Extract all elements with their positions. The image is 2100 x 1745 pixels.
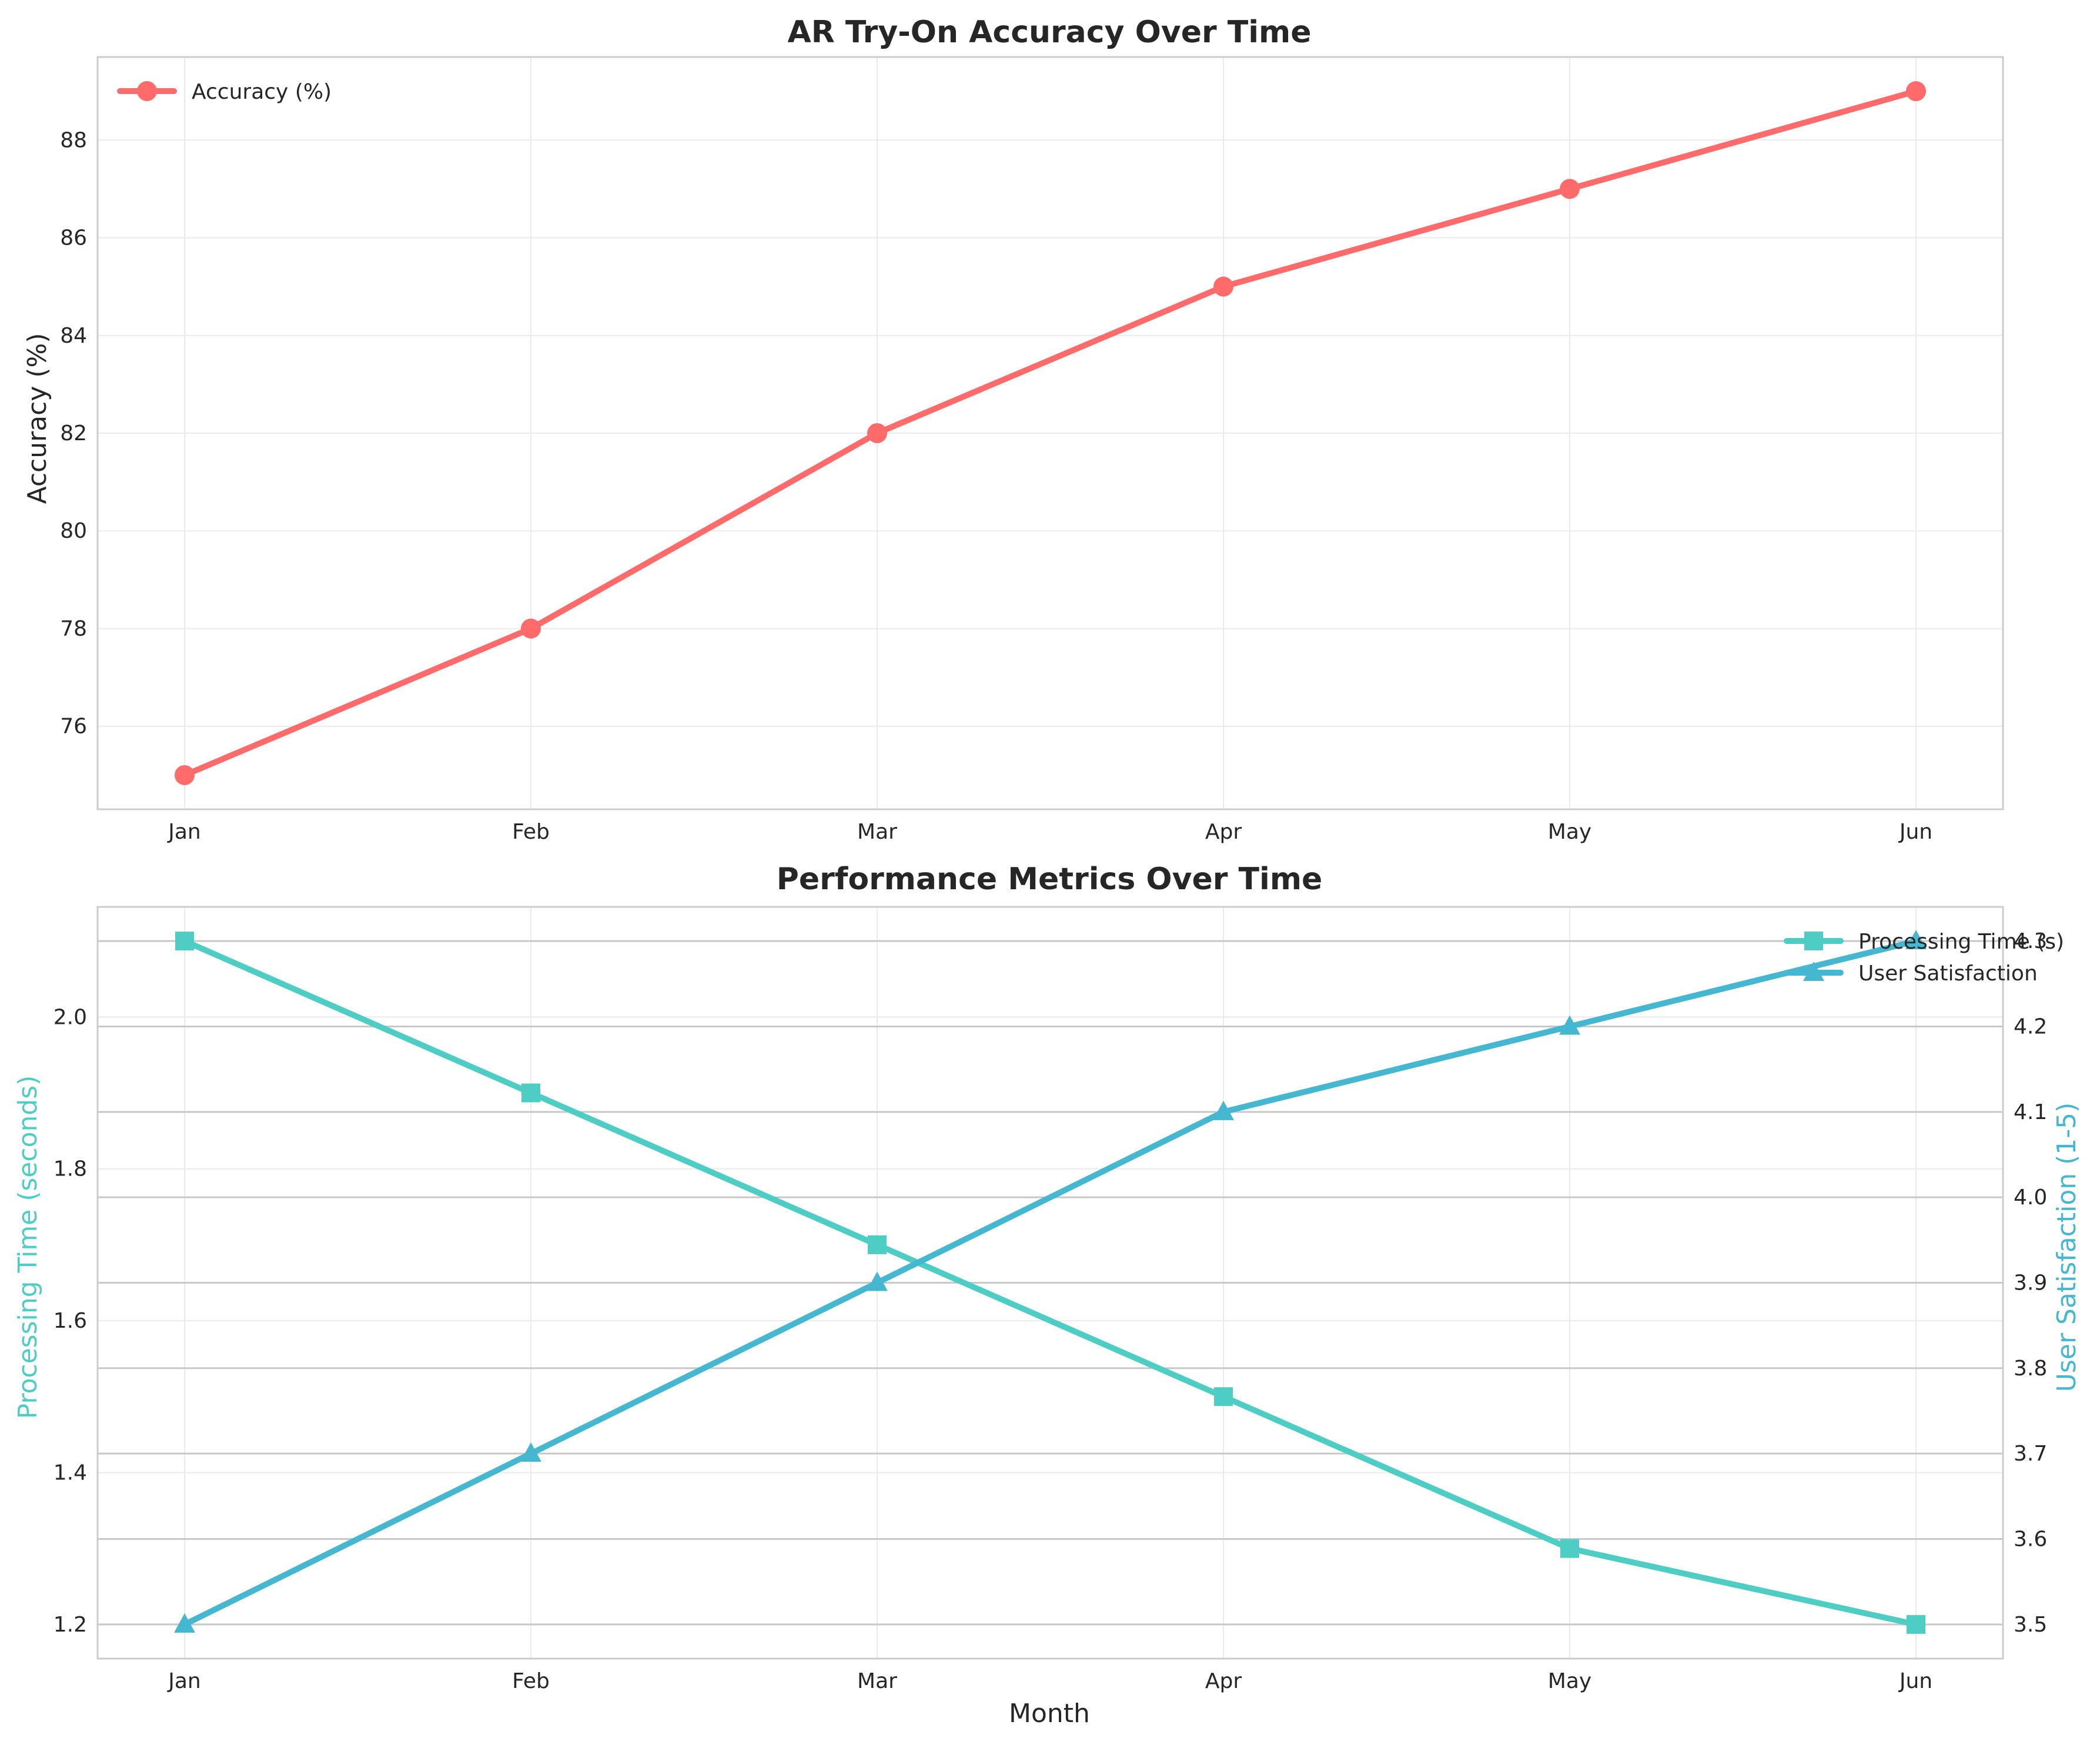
y-tick-label: 86: [60, 226, 87, 250]
y-tick-label-right: 3.6: [2014, 1528, 2047, 1552]
y-tick-label-right: 3.9: [2014, 1271, 2047, 1295]
y-tick-label: 1.6: [53, 1309, 87, 1333]
performance-chart: Performance Metrics Over Time Month Proc…: [13, 862, 2082, 1729]
y-tick-label: 76: [60, 715, 87, 739]
data-point: [867, 423, 887, 443]
y-tick-label-right: 4.0: [2014, 1185, 2047, 1210]
y-tick-label: 1.8: [53, 1157, 87, 1181]
x-tick-label: Apr: [1205, 820, 1242, 844]
data-point: [520, 1442, 541, 1462]
y-tick-label-right: 4.1: [2014, 1100, 2047, 1124]
y-tick-label-right: 3.8: [2014, 1357, 2047, 1381]
legend: Processing Time (s) User Satisfaction: [1784, 930, 2064, 986]
x-axis-label: Month: [1009, 1699, 1090, 1729]
legend-label: User Satisfaction: [1858, 962, 2038, 986]
series-line: [182, 938, 1919, 1627]
x-tick-label: Mar: [857, 820, 897, 844]
x-tick-label: Feb: [512, 820, 550, 844]
x-tick-label: Jun: [1898, 820, 1932, 844]
y-axis-label-right: User Satisfaction (1-5): [2052, 1103, 2082, 1392]
x-tick-label: Jun: [1898, 1669, 1932, 1693]
legend-marker: [137, 81, 157, 101]
y-tick-label: 80: [60, 519, 87, 543]
y-axis-label: Accuracy (%): [22, 333, 52, 504]
data-point: [1560, 1539, 1579, 1558]
plot-frame: [96, 906, 2004, 1660]
data-point: [868, 1235, 887, 1254]
legend: Accuracy (%): [117, 80, 332, 104]
x-tick-label: Apr: [1205, 1669, 1242, 1693]
data-point: [1560, 179, 1580, 199]
y-tick-label: 82: [60, 421, 87, 446]
accuracy-chart: AR Try-On Accuracy Over Time Accuracy (%…: [22, 15, 2004, 844]
data-point: [1905, 930, 1927, 950]
x-tick-label: Jan: [167, 1669, 201, 1693]
data-point: [1559, 1015, 1580, 1035]
legend-marker: [1804, 932, 1823, 950]
x-tick-label: Jan: [167, 820, 201, 844]
x-tick-label: Mar: [857, 1669, 897, 1693]
plot-frame: [96, 56, 2004, 810]
y-tick-label-right: 4.2: [2014, 1014, 2047, 1039]
data-point: [521, 1083, 540, 1103]
data-point: [1213, 1100, 1234, 1120]
y-axis-label-left: Processing Time (seconds): [13, 1076, 43, 1419]
data-point: [175, 932, 194, 951]
y-tick-label: 2.0: [53, 1005, 87, 1029]
y-tick-label-right: 3.7: [2014, 1442, 2047, 1466]
chart-title: AR Try-On Accuracy Over Time: [788, 15, 1312, 50]
x-tick-label: Feb: [512, 1669, 550, 1693]
data-point: [521, 618, 541, 639]
legend-label: Processing Time (s): [1858, 930, 2064, 954]
y-tick-label: 1.4: [53, 1461, 87, 1485]
chart-title: Performance Metrics Over Time: [777, 862, 1323, 897]
y-tick-label: 1.2: [53, 1613, 87, 1637]
legend-label: Accuracy (%): [192, 80, 332, 104]
data-point: [1907, 1615, 1925, 1634]
data-point: [1906, 81, 1926, 102]
y-tick-label-right: 4.3: [2014, 929, 2047, 953]
legend-marker: [1803, 962, 1824, 981]
x-tick-label: May: [1548, 820, 1591, 844]
data-point: [1214, 1387, 1233, 1406]
y-tick-label: 88: [60, 128, 87, 152]
series-line: [182, 88, 1919, 778]
series-line: [182, 938, 1919, 1627]
x-tick-label: May: [1548, 1669, 1591, 1693]
y-tick-label-right: 3.5: [2014, 1613, 2047, 1637]
data-point: [1213, 276, 1233, 297]
data-point: [867, 1271, 888, 1291]
data-point: [175, 765, 195, 785]
y-tick-label: 84: [60, 324, 87, 348]
data-point: [174, 1613, 195, 1633]
y-tick-label: 78: [60, 617, 87, 641]
